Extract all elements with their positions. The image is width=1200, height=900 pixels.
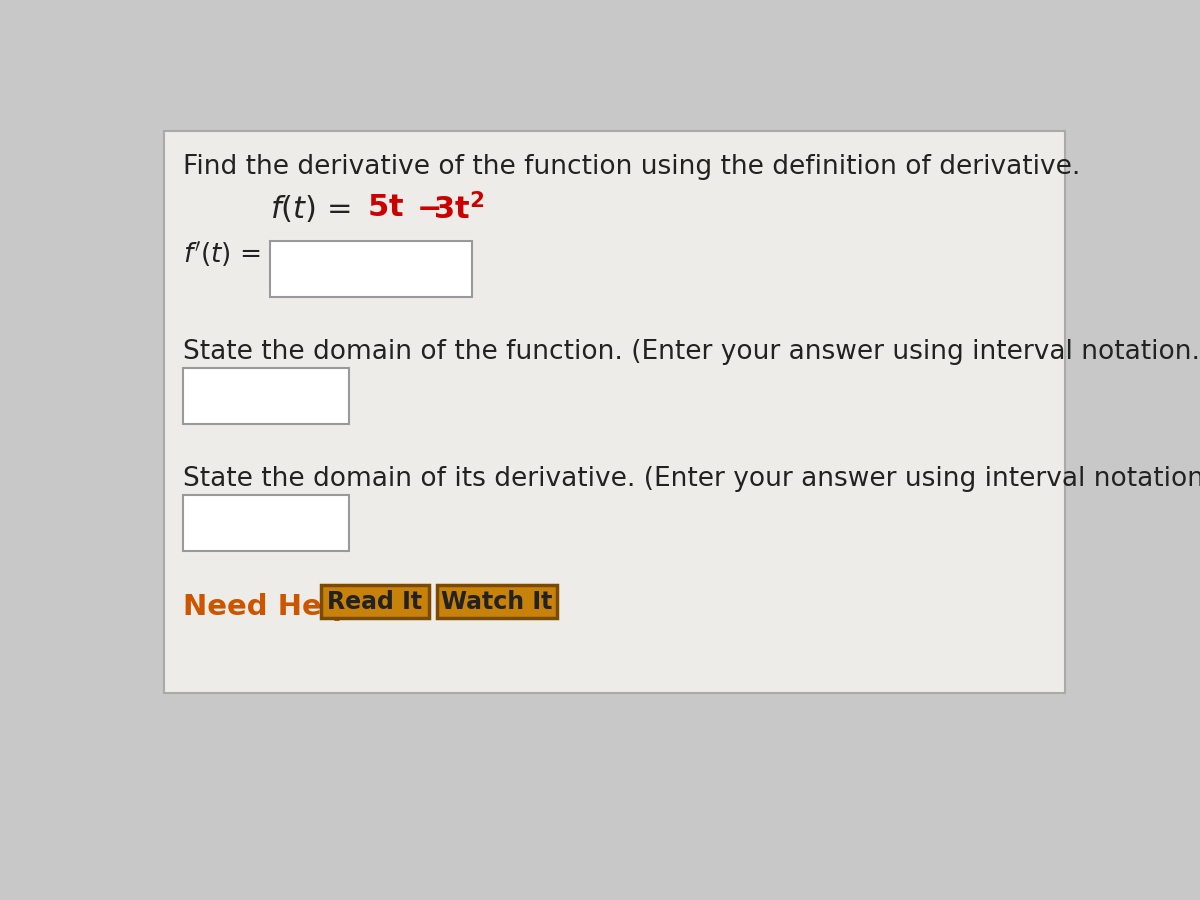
FancyBboxPatch shape: [270, 241, 472, 297]
FancyBboxPatch shape: [182, 368, 349, 424]
FancyBboxPatch shape: [164, 131, 1064, 693]
Text: $\mathbf{5t}$: $\mathbf{5t}$: [367, 193, 404, 221]
Text: $\mathbf{3t^2}$: $\mathbf{3t^2}$: [433, 193, 484, 225]
Text: State the domain of its derivative. (Enter your answer using interval notation.): State the domain of its derivative. (Ent…: [182, 466, 1200, 492]
FancyBboxPatch shape: [182, 495, 349, 551]
Text: Read It: Read It: [328, 590, 422, 614]
Text: Watch It: Watch It: [442, 590, 552, 614]
Text: Find the derivative of the function using the definition of derivative.: Find the derivative of the function usin…: [182, 154, 1080, 180]
FancyBboxPatch shape: [437, 585, 557, 617]
Text: $f'(t)$ =: $f'(t)$ =: [182, 238, 260, 269]
Text: $\mathbf{\,-\,}$: $\mathbf{\,-\,}$: [406, 193, 440, 221]
Text: $f(t)$ =: $f(t)$ =: [270, 193, 354, 224]
Text: State the domain of the function. (Enter your answer using interval notation.): State the domain of the function. (Enter…: [182, 339, 1200, 365]
Text: Need Help?: Need Help?: [182, 593, 370, 621]
FancyBboxPatch shape: [320, 585, 430, 617]
